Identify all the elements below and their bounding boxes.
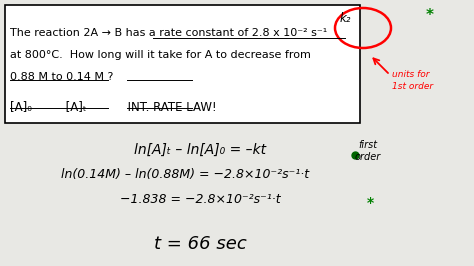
Text: 0.88 M to 0.14 M ?: 0.88 M to 0.14 M ? [10, 72, 113, 82]
Text: ln[A]ₜ – ln[A]₀ = –kt: ln[A]ₜ – ln[A]₀ = –kt [134, 143, 266, 157]
Text: [A]₀         [A]ₜ           INT. RATE LAW!: [A]₀ [A]ₜ INT. RATE LAW! [10, 100, 217, 113]
Text: units for: units for [392, 70, 429, 79]
Text: t = 66 sec: t = 66 sec [154, 235, 246, 253]
Text: first: first [358, 140, 377, 150]
Text: The reaction 2A → B has a rate constant of 2.8 x 10⁻² s⁻¹: The reaction 2A → B has a rate constant … [10, 28, 327, 38]
Text: k₂: k₂ [340, 12, 352, 25]
FancyBboxPatch shape [5, 5, 360, 123]
Text: at 800°C.  How long will it take for A to decrease from: at 800°C. How long will it take for A to… [10, 50, 311, 60]
Text: ln(0.14M) – ln(0.88M) = −2.8×10⁻²s⁻¹·t: ln(0.14M) – ln(0.88M) = −2.8×10⁻²s⁻¹·t [61, 168, 309, 181]
Text: −1.838 = −2.8×10⁻²s⁻¹·t: −1.838 = −2.8×10⁻²s⁻¹·t [120, 193, 280, 206]
Text: *: * [366, 196, 374, 210]
Text: order: order [355, 152, 381, 162]
Text: 1st order: 1st order [392, 82, 433, 91]
Text: *: * [426, 8, 434, 23]
